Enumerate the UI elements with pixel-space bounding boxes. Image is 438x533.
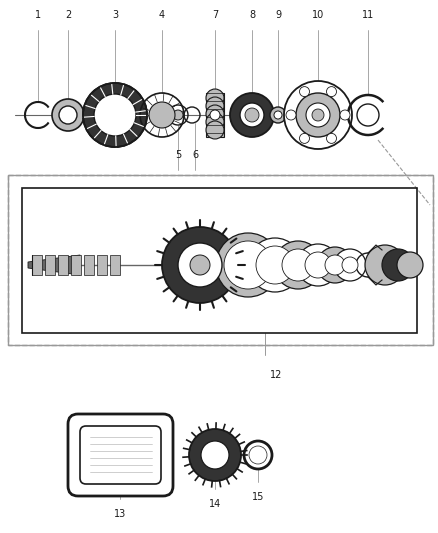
Circle shape <box>305 252 331 278</box>
Circle shape <box>256 246 294 284</box>
Text: 11: 11 <box>362 10 374 20</box>
Circle shape <box>178 243 222 287</box>
Circle shape <box>173 110 183 120</box>
Circle shape <box>206 113 224 131</box>
Text: 5: 5 <box>175 150 181 160</box>
Circle shape <box>94 94 136 136</box>
Text: 6: 6 <box>192 150 198 160</box>
Circle shape <box>326 87 336 96</box>
Circle shape <box>382 249 414 281</box>
Circle shape <box>270 107 286 123</box>
Bar <box>206 93 224 137</box>
Text: 12: 12 <box>270 370 283 380</box>
Text: 10: 10 <box>312 10 324 20</box>
Bar <box>58 255 68 275</box>
Circle shape <box>245 108 259 122</box>
Circle shape <box>83 83 147 147</box>
Circle shape <box>282 249 314 281</box>
Circle shape <box>325 255 345 275</box>
Circle shape <box>312 109 324 121</box>
Bar <box>8 175 433 345</box>
Circle shape <box>201 441 229 469</box>
Circle shape <box>340 110 350 120</box>
FancyBboxPatch shape <box>80 426 161 484</box>
Circle shape <box>317 247 353 283</box>
Text: 13: 13 <box>114 509 126 519</box>
Circle shape <box>342 257 358 273</box>
Circle shape <box>189 429 241 481</box>
Circle shape <box>397 252 423 278</box>
Bar <box>110 255 120 275</box>
Bar <box>22 188 417 333</box>
Circle shape <box>274 241 322 289</box>
Circle shape <box>334 249 366 281</box>
Circle shape <box>284 81 352 149</box>
Circle shape <box>206 105 224 123</box>
Circle shape <box>206 89 224 107</box>
Circle shape <box>206 121 224 139</box>
Text: 7: 7 <box>212 10 218 20</box>
Circle shape <box>224 241 272 289</box>
Circle shape <box>52 99 84 131</box>
Circle shape <box>59 106 77 124</box>
Circle shape <box>248 238 302 292</box>
Circle shape <box>162 227 238 303</box>
Text: 9: 9 <box>275 10 281 20</box>
Circle shape <box>230 93 274 137</box>
Circle shape <box>300 133 310 143</box>
Circle shape <box>216 233 280 297</box>
Text: 8: 8 <box>249 10 255 20</box>
Text: 1: 1 <box>35 10 41 20</box>
Circle shape <box>326 133 336 143</box>
Circle shape <box>249 446 267 464</box>
Circle shape <box>296 93 340 137</box>
Bar <box>71 255 81 275</box>
Text: 4: 4 <box>159 10 165 20</box>
Circle shape <box>210 110 220 120</box>
Circle shape <box>240 103 264 127</box>
Circle shape <box>149 102 175 128</box>
Text: 15: 15 <box>252 492 264 502</box>
Bar <box>84 255 94 275</box>
Circle shape <box>300 87 310 96</box>
Text: 2: 2 <box>65 10 71 20</box>
Bar <box>45 255 55 275</box>
Circle shape <box>306 103 330 127</box>
Circle shape <box>297 244 339 286</box>
Circle shape <box>286 110 296 120</box>
Text: 14: 14 <box>209 499 221 509</box>
Circle shape <box>365 245 405 285</box>
Circle shape <box>274 111 282 119</box>
Circle shape <box>206 97 224 115</box>
Bar <box>32 255 42 275</box>
Bar <box>8 175 433 345</box>
Circle shape <box>190 255 210 275</box>
Text: 3: 3 <box>112 10 118 20</box>
Bar <box>97 255 107 275</box>
Polygon shape <box>28 255 80 275</box>
